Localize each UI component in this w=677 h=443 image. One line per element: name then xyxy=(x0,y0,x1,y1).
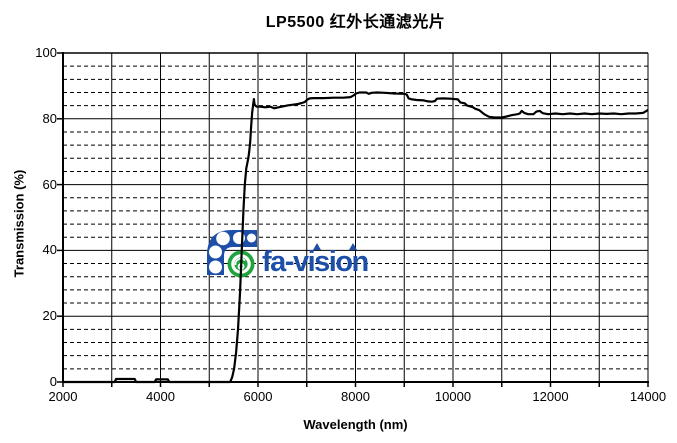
y-tick-label: 60 xyxy=(42,176,57,192)
watermark: fa-vision xyxy=(262,243,369,278)
x-tick-label: 4000 xyxy=(146,389,175,404)
x-axis-title: Wavelength (nm) xyxy=(303,417,408,432)
logo-bearing-circle xyxy=(209,260,222,274)
y-tick-label: 20 xyxy=(42,308,57,324)
axes xyxy=(57,52,649,387)
watermark-text: fa-vision xyxy=(262,246,368,278)
x-tick-label: 2000 xyxy=(48,389,78,404)
x-tick-label: 6000 xyxy=(243,389,273,404)
x-tick-label: 12000 xyxy=(532,389,569,404)
grid xyxy=(63,52,649,382)
y-tick-label: 40 xyxy=(42,242,57,258)
i-accent-icon xyxy=(313,243,321,250)
fa-vision-logo-icon xyxy=(207,230,257,278)
chart-title: LP5500 红外长通滤光片 xyxy=(265,14,446,31)
transmission-curve xyxy=(63,91,649,384)
logo-bearing-circle xyxy=(216,231,230,246)
y-tick-label: 0 xyxy=(49,374,57,389)
x-tick-label: 14000 xyxy=(629,389,667,404)
y-tick-label: 100 xyxy=(35,45,57,60)
x-tick-label: 8000 xyxy=(341,389,370,404)
y-axis-title: Transmission (%) xyxy=(11,169,27,278)
logo-bearing-circle xyxy=(247,233,256,243)
y-tick-label: 80 xyxy=(42,110,57,126)
logo-bearing-circle xyxy=(209,245,222,259)
i-accent-icon xyxy=(349,243,357,250)
x-tick-label: 10000 xyxy=(434,389,472,404)
